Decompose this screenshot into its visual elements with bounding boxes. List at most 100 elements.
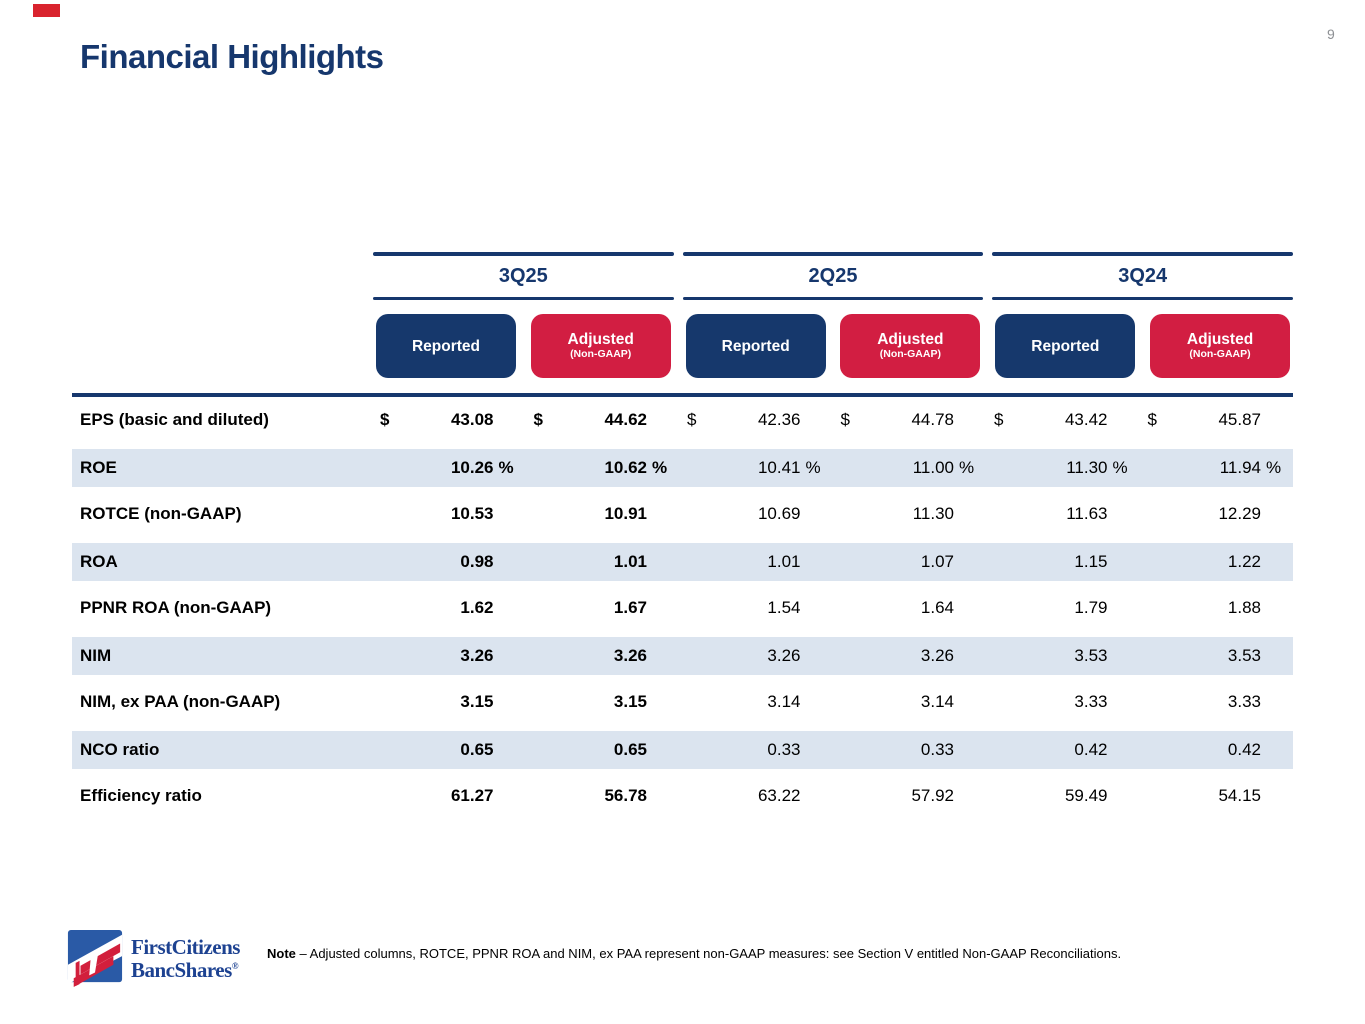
value-cell: 1.54 — [679, 598, 833, 618]
cell-value: 45.87 — [1218, 410, 1261, 429]
percent-suffix: % — [498, 457, 514, 477]
value-cell: 3.15 — [372, 692, 526, 712]
value-cell: 10.69 — [679, 504, 833, 524]
currency-symbol: $ — [380, 410, 390, 429]
value-cell: 11.30 — [833, 504, 987, 524]
value-cell: 11.30% — [986, 458, 1140, 478]
reported-badge: Reported — [995, 314, 1136, 378]
cell-value: 42.36 — [757, 410, 801, 429]
reported-badge: Reported — [685, 314, 826, 378]
cell-value: 0.33 — [920, 739, 954, 759]
value-cell: 1.67 — [526, 598, 680, 618]
percent-suffix: % — [959, 457, 975, 477]
company-logo: FirstCitizens BancShares® — [66, 928, 240, 988]
value-cell: 3.53 — [1140, 646, 1294, 666]
logo-text-line1: FirstCitizens — [131, 935, 240, 959]
quarter-group: 3Q24 Reported Adjusted (Non-GAAP) — [992, 252, 1294, 378]
cell-value: 1.01 — [767, 551, 801, 571]
cell-value: 63.22 — [757, 786, 801, 805]
value-cell: 1.01 — [679, 552, 833, 572]
financial-highlights-table: EPS (basic and diluted) $43.08 $44.62 $42.3… — [72, 393, 1293, 820]
value-cell: 59.49 — [986, 786, 1140, 806]
value-cell: 3.26 — [372, 646, 526, 666]
cell-value: 0.42 — [1227, 739, 1261, 759]
badge-row: Reported Adjusted (Non-GAAP) — [683, 314, 984, 378]
value-cell: 63.22 — [679, 786, 833, 806]
currency-symbol: $ — [533, 410, 543, 429]
value-cell: 1.79 — [986, 598, 1140, 618]
value-cell: 0.65 — [372, 740, 526, 760]
value-cell: 0.33 — [679, 740, 833, 760]
cell-value: 1.64 — [920, 598, 954, 617]
value-cell: 1.64 — [833, 598, 987, 618]
value-cell: 1.01 — [526, 552, 680, 572]
value-cell: 3.26 — [833, 646, 987, 666]
cell-value: 11.30 — [1066, 457, 1108, 477]
reported-badge: Reported — [376, 314, 516, 378]
currency-symbol: $ — [687, 410, 697, 429]
table-row: NIM, ex PAA (non-GAAP) 3.15 3.15 3.14 3.14 3.… — [72, 679, 1293, 726]
cell-value: 1.01 — [613, 551, 647, 571]
row-label: ROE — [80, 457, 117, 477]
quarter-label: 3Q24 — [1118, 264, 1168, 287]
value-cell: 0.33 — [833, 740, 987, 760]
cell-value: 3.53 — [1074, 645, 1108, 665]
table-row: ROE 10.26% 10.62% 10.41% 11.00% 11.30% 11.94% — [72, 443, 1294, 491]
value-cell: 3.26 — [679, 646, 833, 666]
cell-value: 59.49 — [1064, 786, 1108, 805]
value-cell: 3.14 — [679, 692, 833, 712]
footnote: Note – Adjusted columns, ROTCE, PPNR ROA… — [267, 946, 1207, 961]
row-label: NCO ratio — [80, 739, 160, 759]
header-rule-top — [682, 252, 984, 256]
table-row: EPS (basic and diluted) $43.08 $44.62 $42.3… — [72, 397, 1293, 444]
value-cell: 56.78 — [526, 786, 680, 806]
value-cell: 10.91 — [526, 504, 680, 524]
value-cell: 10.26% — [372, 458, 526, 478]
value-cell: 1.88 — [1140, 598, 1294, 618]
value-cell: 10.53 — [372, 504, 526, 524]
value-cell: 54.15 — [1140, 786, 1294, 806]
row-label: PPNR ROA (non-GAAP) — [80, 598, 272, 617]
value-cell: $44.78 — [833, 410, 987, 430]
header-rule-top — [373, 252, 674, 256]
logo-wordmark: FirstCitizens BancShares® — [131, 935, 240, 981]
row-label: EPS (basic and diluted) — [80, 410, 269, 429]
cell-value: 3.15 — [460, 692, 494, 711]
value-cell: 0.42 — [1140, 740, 1294, 760]
cell-value: 3.53 — [1227, 645, 1261, 665]
cell-value: 10.69 — [757, 504, 801, 523]
cell-value: 3.33 — [1227, 692, 1261, 711]
table-row: ROTCE (non-GAAP) 10.53 10.91 10.69 11.30 11.6… — [72, 491, 1293, 538]
page-title: Financial Highlights — [80, 38, 384, 75]
value-cell: 0.42 — [986, 740, 1140, 760]
percent-suffix: % — [805, 457, 821, 477]
percent-suffix: % — [652, 457, 668, 477]
quarter-label: 3Q25 — [498, 264, 548, 287]
cell-value: 3.14 — [767, 692, 801, 711]
value-cell: $45.87 — [1140, 410, 1294, 430]
quarter-header-row: 3Q25 Reported Adjusted (Non-GAAP) 2Q25 Re… — [373, 252, 1294, 378]
cell-value: 3.26 — [920, 645, 954, 665]
currency-symbol: $ — [840, 410, 850, 429]
note-label: Note — [267, 946, 296, 961]
table-row: ROA 0.98 1.01 1.01 1.07 1.15 1.22 — [72, 537, 1293, 585]
value-cell: 12.29 — [1140, 504, 1294, 524]
value-cell: 11.94% — [1140, 458, 1294, 478]
badge-row: Reported Adjusted (Non-GAAP) — [373, 314, 674, 378]
cell-value: 1.62 — [460, 598, 494, 617]
value-cell: 11.63 — [986, 504, 1140, 524]
cell-value: 61.27 — [450, 786, 494, 805]
cell-value: 44.62 — [604, 410, 647, 429]
badge-row: Reported Adjusted (Non-GAAP) — [992, 314, 1293, 378]
row-label: NIM, ex PAA (non-GAAP) — [80, 692, 281, 711]
cell-value: 56.78 — [604, 786, 647, 805]
value-cell: 3.53 — [986, 646, 1140, 666]
value-cell: $43.08 — [372, 410, 526, 430]
value-cell: 1.62 — [372, 598, 526, 618]
cell-value: 3.26 — [460, 645, 494, 665]
adjusted-badge: Adjusted (Non-GAAP) — [1150, 314, 1291, 378]
cell-value: 0.33 — [767, 739, 801, 759]
table-row: PPNR ROA (non-GAAP) 1.62 1.67 1.54 1.64 1.79 1… — [72, 585, 1293, 632]
page-number: 9 — [1327, 26, 1335, 42]
cell-value: 0.65 — [613, 739, 647, 759]
